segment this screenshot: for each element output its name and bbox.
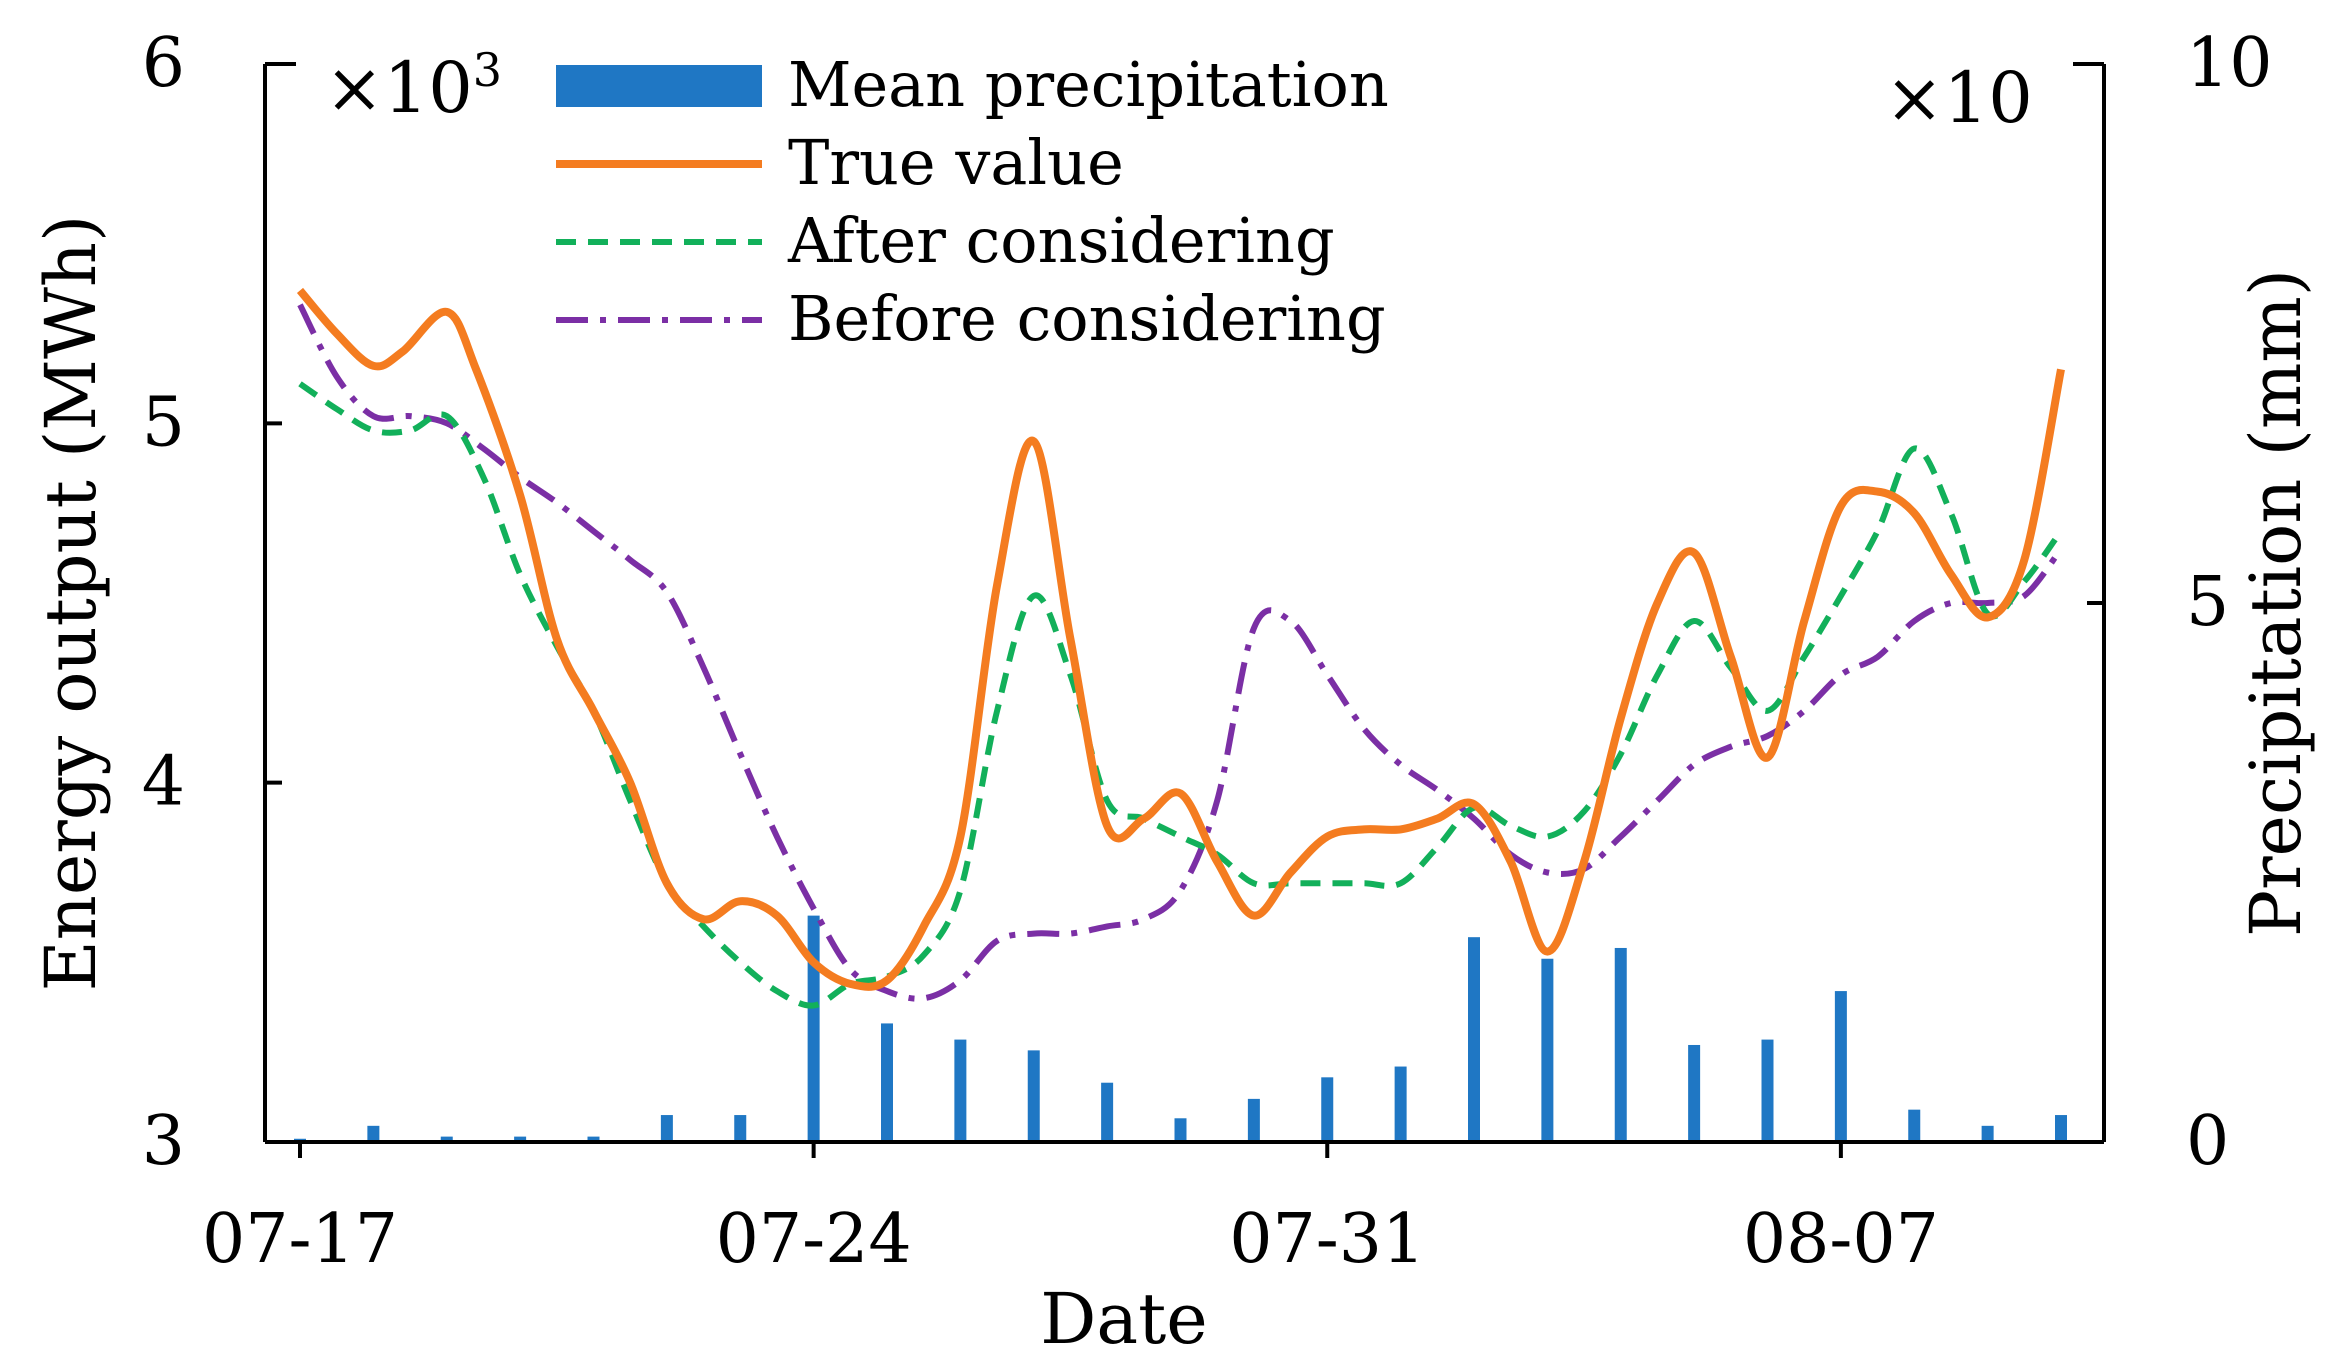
precip-bar bbox=[1468, 937, 1480, 1142]
precip-bar bbox=[1688, 1044, 1701, 1142]
precip-bar bbox=[1834, 991, 1847, 1142]
precip-bar bbox=[1761, 1039, 1774, 1142]
x-axis-title: Date bbox=[1040, 1278, 1207, 1360]
series-line-true-value bbox=[296, 287, 2065, 991]
precip-bar bbox=[1541, 958, 1554, 1142]
precip-bar bbox=[587, 1136, 600, 1142]
precip-bar bbox=[734, 1115, 747, 1142]
series-line-after-considering bbox=[298, 381, 2064, 1009]
precip-bar bbox=[881, 1023, 893, 1142]
x-tick-label: 07-31 bbox=[1229, 1200, 1425, 1279]
legend-label: Mean precipitation bbox=[788, 48, 1389, 121]
legend-label: After considering bbox=[787, 204, 1335, 277]
precip-bar bbox=[367, 1125, 380, 1142]
precip-bar bbox=[514, 1136, 527, 1142]
legend-label: Before considering bbox=[788, 282, 1386, 355]
left-axis-title: Energy output (MWh) bbox=[30, 215, 112, 992]
precip-bar bbox=[1981, 1125, 1994, 1142]
precip-bar bbox=[954, 1039, 967, 1142]
ticks: 3 4 5 6 0 5 10 07-17 07-24 07-31 08-07 bbox=[142, 24, 2273, 1279]
right-axis-title: Precipitation (mm) bbox=[2235, 269, 2317, 937]
precip-bar bbox=[1174, 1118, 1187, 1142]
left-tick-label: 5 bbox=[142, 383, 185, 462]
series-line-before-considering bbox=[297, 303, 2064, 1002]
precip-bar bbox=[1394, 1066, 1407, 1142]
right-tick-label: 0 bbox=[2186, 1102, 2229, 1181]
precip-bar bbox=[1614, 947, 1627, 1142]
legend-label: True value bbox=[788, 126, 1124, 199]
x-tick-label: 07-24 bbox=[716, 1200, 912, 1279]
precipitation-bars bbox=[294, 915, 2067, 1142]
precip-bar bbox=[1321, 1077, 1334, 1142]
left-multiplier: ×103 bbox=[325, 43, 502, 129]
left-tick-label: 4 bbox=[142, 743, 185, 822]
plot-area bbox=[294, 287, 2067, 1142]
precip-bar bbox=[1027, 1050, 1040, 1142]
x-tick-label: 08-07 bbox=[1743, 1200, 1939, 1279]
precip-bar bbox=[440, 1136, 453, 1142]
precip-bar bbox=[1908, 1109, 1921, 1142]
left-tick-label: 3 bbox=[142, 1102, 185, 1181]
left-tick-label: 6 bbox=[142, 24, 185, 103]
legend-swatch-bar bbox=[556, 65, 762, 107]
right-tick-label: 5 bbox=[2186, 563, 2229, 642]
precip-bar bbox=[1247, 1098, 1260, 1142]
precip-bar bbox=[1101, 1082, 1114, 1142]
right-multiplier: ×10 bbox=[1885, 57, 2033, 139]
precip-bar bbox=[807, 915, 820, 1142]
x-tick-label: 07-17 bbox=[202, 1200, 398, 1279]
right-tick-label: 10 bbox=[2186, 24, 2273, 103]
series-lines bbox=[296, 287, 2065, 1009]
precip-bar bbox=[2055, 1115, 2067, 1142]
precip-bar bbox=[660, 1115, 673, 1142]
